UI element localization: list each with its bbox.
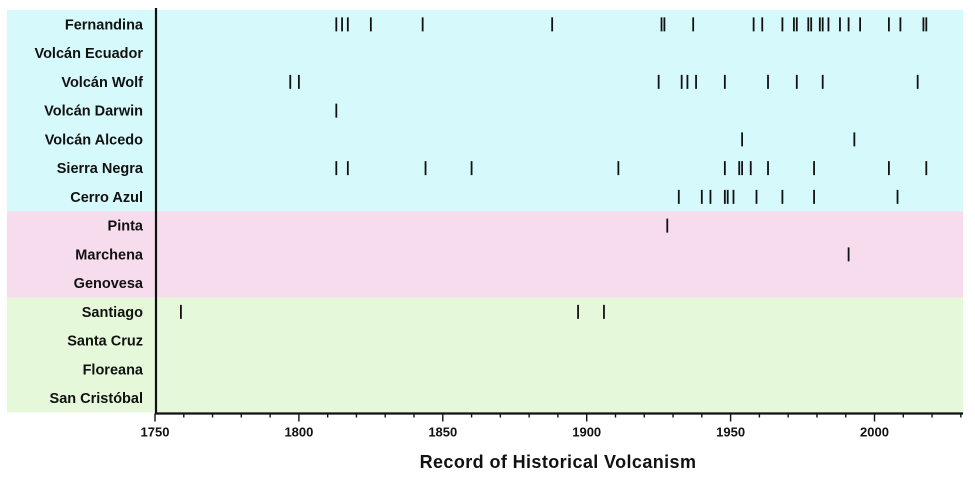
volcano-label: Volcán Darwin [44,104,143,120]
x-tick-label: 2000 [860,425,889,440]
volcano-labels: Fernandina Volcán Ecuador Volcán Wolf Volcá… [34,17,143,407]
volcano-label: Sierra Negra [57,161,144,177]
volcano-label: Genovesa [74,276,144,292]
volcano-label: Pinta [108,219,144,235]
volcano-label: San Cristóbal [50,391,143,407]
volcano-label: Volcán Alcedo [45,132,143,148]
volcano-label: Fernandina [65,17,144,33]
eruption-marks [180,17,928,319]
volcano-label: Floreana [83,362,144,378]
group-band-1 [7,211,963,298]
volcano-label: Santa Cruz [67,334,143,350]
x-tick-label: 1850 [428,425,457,440]
volcano-label: Volcán Wolf [61,75,143,91]
axes [154,8,963,415]
volcano-label: Cerro Azul [70,190,143,206]
volcano-label: Santiago [82,305,143,321]
x-tick-label: 1900 [572,425,601,440]
island-group-bands [7,10,963,413]
group-band-2 [7,297,963,413]
x-axis-title: Record of Historical Volcanism [420,452,697,472]
volcano-label: Volcán Ecuador [34,46,143,62]
x-tick-label: 1750 [141,425,170,440]
group-band-0 [7,10,963,212]
volcano-label: Marchena [75,247,144,263]
x-axis-ticks: 1750 1800 1850 1900 1950 2000 [141,413,962,440]
x-tick-label: 1800 [284,425,313,440]
x-tick-label: 1950 [716,425,745,440]
